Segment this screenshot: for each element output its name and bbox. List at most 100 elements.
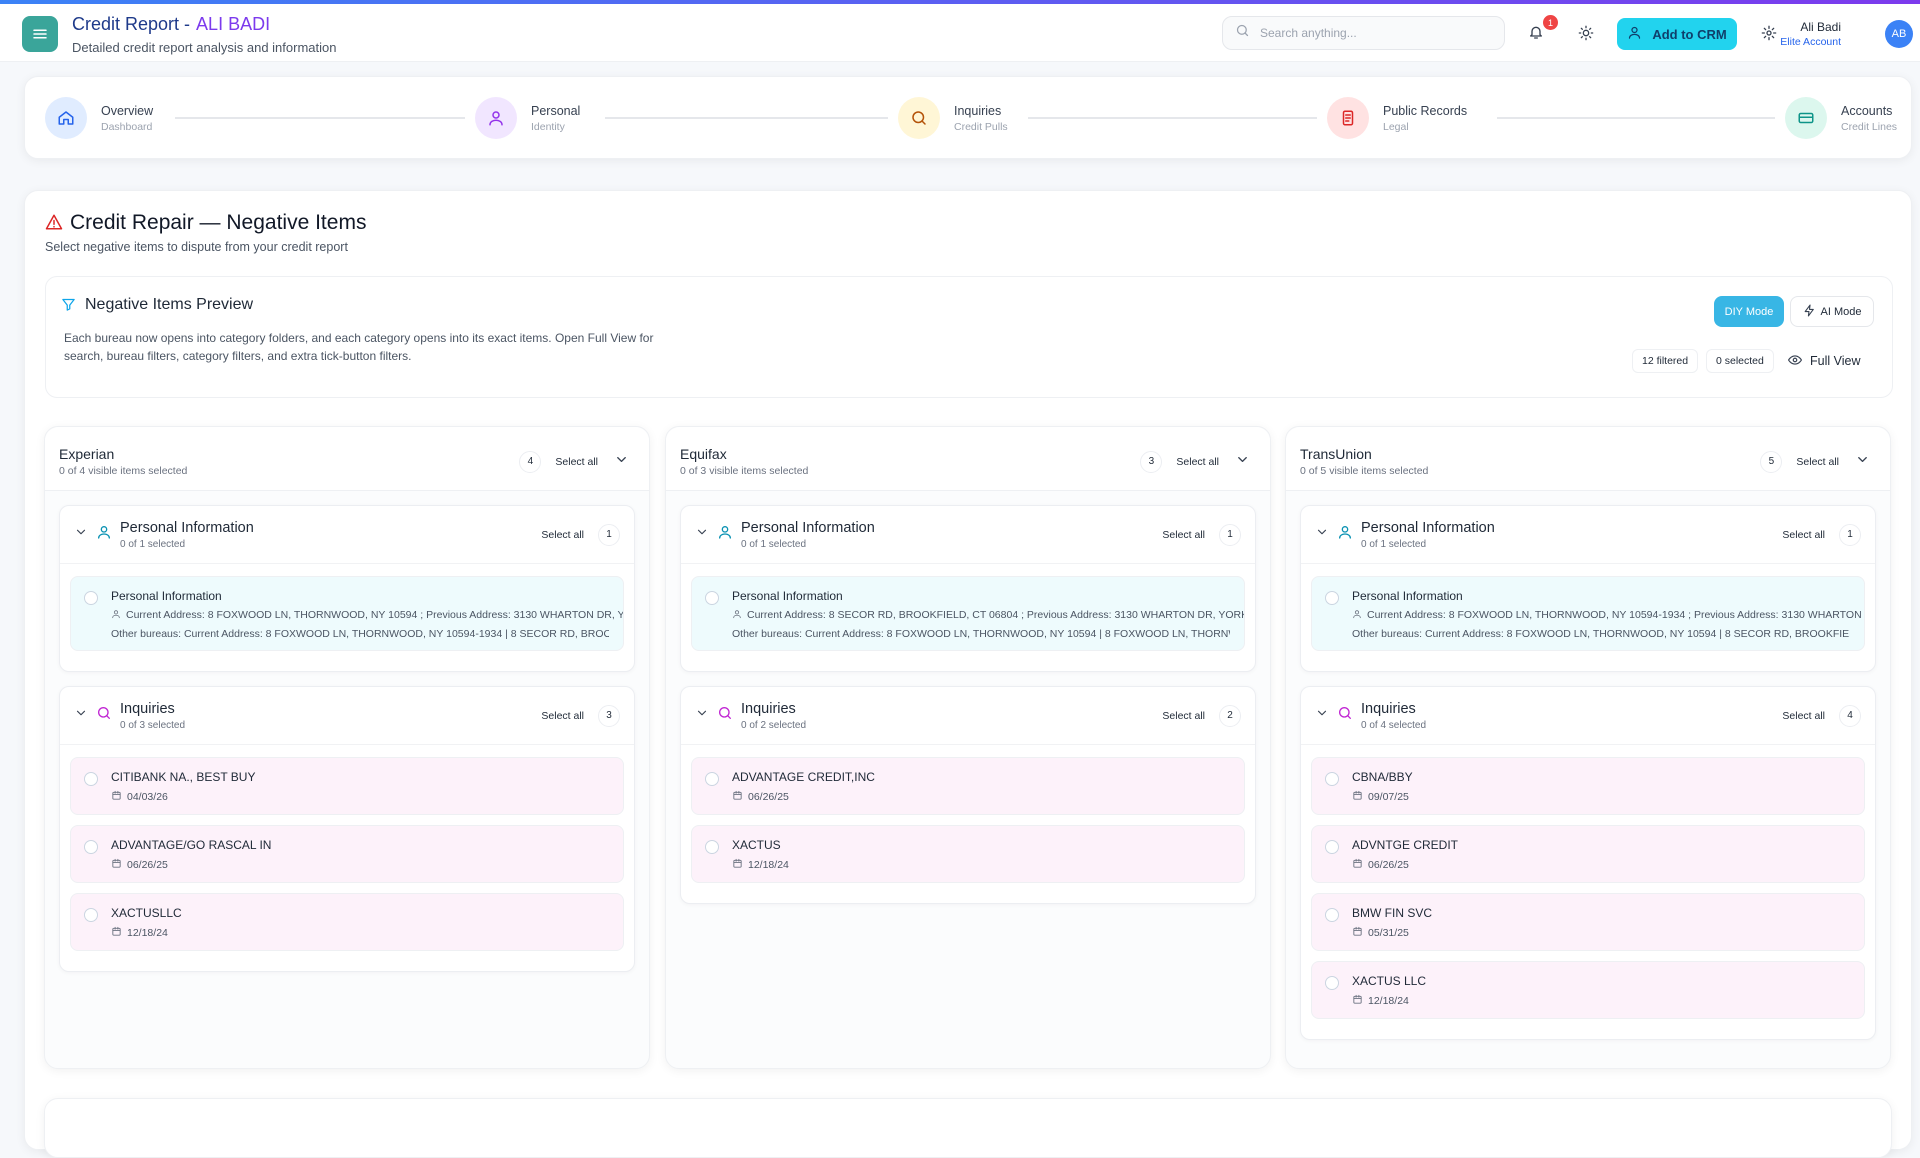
icon[interactable] <box>1235 452 1250 472</box>
group-select-all[interactable]: Select all <box>541 528 584 541</box>
full-view-button[interactable]: Full View <box>1788 349 1860 373</box>
icon[interactable] <box>1315 706 1329 725</box>
bureau-column: Experian 0 of 4 visible items selected 4 Se… <box>44 426 650 1069</box>
icon <box>111 790 122 804</box>
date-line: 12/18/24 <box>732 858 1230 872</box>
user-name: Ali Badi <box>1800 20 1841 34</box>
item-checkbox[interactable] <box>1325 840 1339 854</box>
bureau-text: Equifax 0 of 3 visible items selected <box>680 446 1140 477</box>
address-text: Current Address: 8 FOXWOOD LN, THORNWOOD… <box>126 609 623 621</box>
item-checkbox[interactable] <box>84 772 98 786</box>
group-select-all[interactable]: Select all <box>541 709 584 722</box>
icon[interactable] <box>1761 25 1777 46</box>
header-title: Credit Report - ALI BADI <box>72 14 270 35</box>
item-checkbox[interactable] <box>84 908 98 922</box>
icon <box>61 297 76 317</box>
group-title: Personal Information <box>741 519 875 536</box>
item-checkbox[interactable] <box>1325 772 1339 786</box>
group-select-all[interactable]: Select all <box>1162 528 1205 541</box>
group-text: Inquiries 0 of 4 selected <box>1361 701 1782 731</box>
icon <box>22 16 58 52</box>
icon <box>1803 304 1816 320</box>
group-count: 2 <box>1219 704 1241 727</box>
group-count: 1 <box>1839 523 1861 546</box>
add-to-crm-button[interactable]: Add to CRM <box>1617 18 1737 50</box>
icon[interactable] <box>695 525 709 544</box>
item-date: 09/07/25 <box>1368 791 1409 803</box>
crm-label: Add to CRM <box>1652 26 1727 42</box>
step-text: Public Records Legal <box>1383 104 1467 133</box>
icon[interactable] <box>1855 452 1870 472</box>
category-group: Inquiries 0 of 2 selected Select all 2 ADVAN… <box>680 686 1256 904</box>
group-select-all[interactable]: Select all <box>1162 709 1205 722</box>
icon[interactable] <box>1315 525 1329 544</box>
negative-item[interactable]: XACTUSLLC 12/18/24 <box>70 893 624 951</box>
step[interactable]: Accounts Credit Lines <box>1785 97 1897 139</box>
item-checkbox[interactable] <box>84 840 98 854</box>
client-name: ALI BADI <box>196 14 271 34</box>
icon[interactable] <box>614 452 629 472</box>
negative-item[interactable]: CBNA/BBY 09/07/25 <box>1311 757 1865 815</box>
bureau-select-all[interactable]: Select all <box>1176 455 1219 468</box>
bureau-select-all[interactable]: Select all <box>555 455 598 468</box>
negative-item[interactable]: CITIBANK NA., BEST BUY 04/03/26 <box>70 757 624 815</box>
item-checkbox[interactable] <box>1325 976 1339 990</box>
bureau-name: Equifax <box>680 446 727 462</box>
step[interactable]: Inquiries Credit Pulls <box>898 97 1008 139</box>
icon[interactable] <box>74 706 88 725</box>
negative-item[interactable]: ADVANTAGE CREDIT,INC 06/26/25 <box>691 757 1245 815</box>
icon <box>96 705 112 726</box>
step[interactable]: Personal Identity <box>475 97 580 139</box>
negative-item[interactable]: Personal Information Current Address: 8 F… <box>1311 576 1865 651</box>
icon[interactable] <box>1528 24 1544 45</box>
preview-title: Negative Items Preview <box>85 296 254 313</box>
item-date: 04/03/26 <box>127 791 168 803</box>
negative-item[interactable]: ADVNTGE CREDIT 06/26/25 <box>1311 825 1865 883</box>
selected-count: 0 selected <box>1706 349 1774 373</box>
step[interactable]: Overview Dashboard <box>45 97 153 139</box>
item-date: 06/26/25 <box>127 859 168 871</box>
negative-item[interactable]: XACTUS 12/18/24 <box>691 825 1245 883</box>
icon <box>1235 23 1250 43</box>
icon <box>717 524 733 545</box>
search-box[interactable]: Search anything... <box>1222 16 1505 50</box>
icon[interactable] <box>695 706 709 725</box>
section-title: Credit Repair — Negative Items <box>70 211 367 234</box>
negative-item[interactable]: BMW FIN SVC 05/31/25 <box>1311 893 1865 951</box>
bureau-text: TransUnion 0 of 5 visible items selected <box>1300 446 1760 477</box>
ai-mode-button[interactable]: AI Mode <box>1790 296 1874 327</box>
step[interactable]: Public Records Legal <box>1327 97 1467 139</box>
group-summary: 0 of 4 selected <box>1361 719 1427 731</box>
bureau-select-all[interactable]: Select all <box>1796 455 1839 468</box>
item-title: ADVNTGE CREDIT <box>1352 838 1459 852</box>
address-line: Current Address: 8 FOXWOOD LN, THORNWOOD… <box>111 609 623 622</box>
item-checkbox[interactable] <box>1325 908 1339 922</box>
item-checkbox[interactable] <box>84 591 98 605</box>
filtered-count: 12 filtered <box>1632 349 1699 373</box>
item-checkbox[interactable] <box>705 591 719 605</box>
address-line: Current Address: 8 FOXWOOD LN, THORNWOOD… <box>1352 609 1864 622</box>
item-checkbox[interactable] <box>705 840 719 854</box>
step-text: Accounts Credit Lines <box>1841 104 1897 133</box>
step-label: Public Records <box>1383 103 1468 118</box>
group-title: Personal Information <box>1361 519 1495 536</box>
icon[interactable] <box>1578 25 1594 46</box>
group-select-all[interactable]: Select all <box>1782 709 1825 722</box>
negative-item[interactable]: XACTUS LLC 12/18/24 <box>1311 961 1865 1019</box>
category-group: Personal Information 0 of 1 selected Selec… <box>59 505 635 672</box>
group-title: Inquiries <box>1361 700 1416 717</box>
negative-item[interactable]: ADVANTAGE/GO RASCAL IN 06/26/25 <box>70 825 624 883</box>
item-checkbox[interactable] <box>1325 591 1339 605</box>
bureau-header: Equifax 0 of 3 visible items selected 3 Sel… <box>666 427 1270 491</box>
group-select-all[interactable]: Select all <box>1782 528 1825 541</box>
group-header: Inquiries 0 of 2 selected Select all 2 <box>681 687 1255 745</box>
item-title: XACTUS LLC <box>1352 974 1427 988</box>
negative-item[interactable]: Personal Information Current Address: 8 S… <box>691 576 1245 651</box>
group-summary: 0 of 3 selected <box>120 719 186 731</box>
item-checkbox[interactable] <box>705 772 719 786</box>
icon[interactable] <box>74 525 88 544</box>
step-connector <box>605 117 888 119</box>
negative-item[interactable]: Personal Information Current Address: 8 F… <box>70 576 624 651</box>
diy-mode-button[interactable]: DIY Mode <box>1714 296 1784 327</box>
step-label: Overview <box>101 103 154 118</box>
